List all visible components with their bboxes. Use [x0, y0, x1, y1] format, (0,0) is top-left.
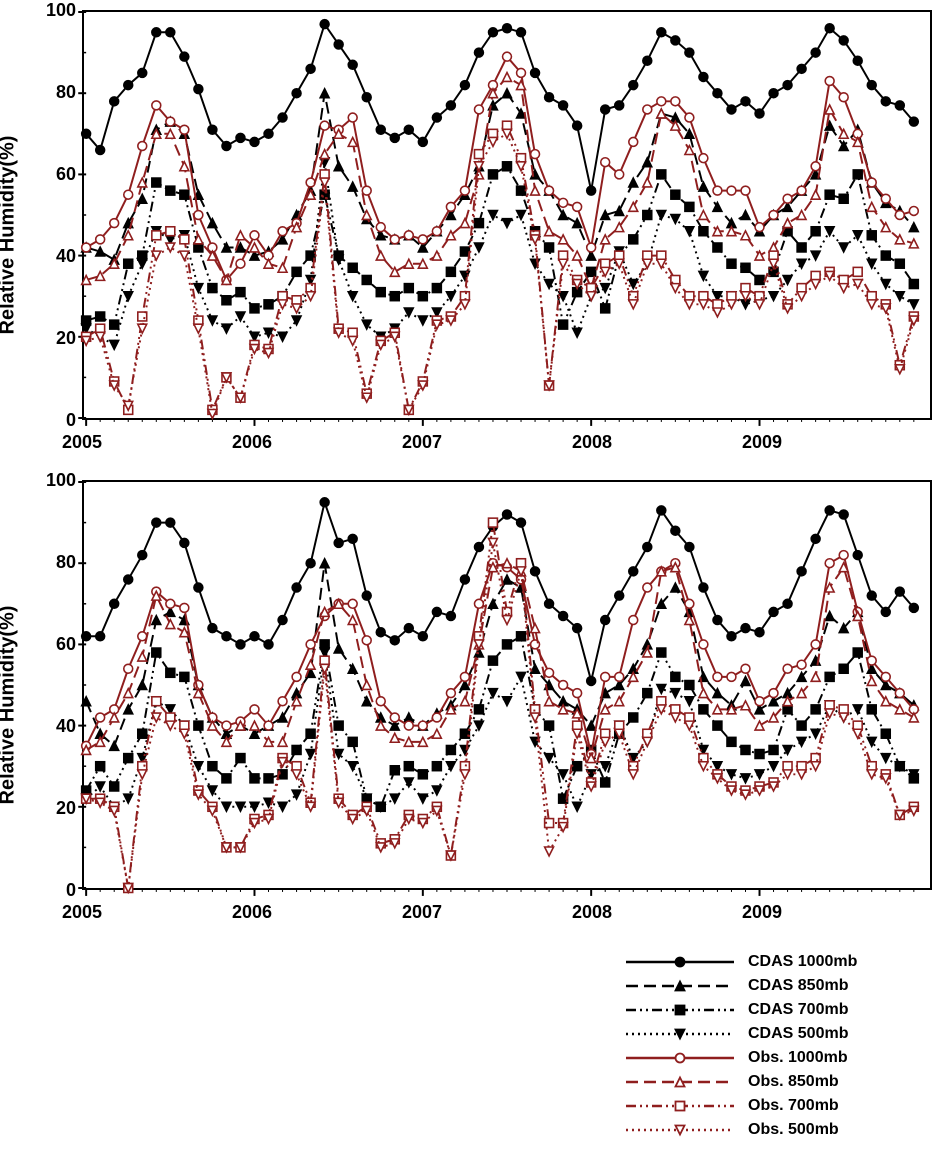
y-tick-label: 0 — [36, 410, 76, 431]
plot-svg-top — [84, 12, 930, 418]
y-axis-label: Relative Humidity(%) — [0, 136, 20, 335]
legend-row-obs1000: Obs. 1000mb — [620, 1046, 940, 1070]
legend-swatch-icon — [620, 1046, 740, 1070]
x-tick-label: 2008 — [572, 902, 612, 923]
y-tick-label: 20 — [36, 798, 76, 819]
panel-top: Relative Humidity(%) 0 20 40 60 80 100 2005 200… — [0, 0, 950, 470]
legend-row-cdas700: CDAS 700mb — [620, 998, 940, 1022]
x-tick-label: 2008 — [572, 432, 612, 453]
series-obs700 — [82, 121, 919, 414]
legend-swatch-icon — [620, 1022, 740, 1046]
y-tick-label: 80 — [36, 552, 76, 573]
legend-label: CDAS 700mb — [748, 1001, 848, 1019]
y-tick-label: 100 — [36, 0, 76, 21]
legend-label: CDAS 500mb — [748, 1025, 848, 1043]
y-tick-label: 100 — [36, 470, 76, 491]
legend-row-cdas850: CDAS 850mb — [620, 974, 940, 998]
humidity-chart-wrap: Relative Humidity(%) 0204060801002005200… — [0, 0, 950, 1142]
legend-row-cdas500: CDAS 500mb — [620, 1022, 940, 1046]
y-tick-label: 60 — [36, 164, 76, 185]
legend-row-cdas1000: CDAS 1000mb — [620, 950, 940, 974]
x-tick-label: 2009 — [742, 432, 782, 453]
y-tick-label: 20 — [36, 328, 76, 349]
x-tick-label: 2007 — [402, 432, 442, 453]
series-cdas850 — [82, 559, 919, 751]
x-tick-label: 2005 — [62, 902, 102, 923]
y-tick-label: 80 — [36, 82, 76, 103]
plot-area-bottom — [82, 480, 932, 890]
legend-label: Obs. 500mb — [748, 1121, 839, 1139]
series-cdas500 — [82, 648, 919, 811]
legend-swatch-icon — [620, 998, 740, 1022]
legend-label: Obs. 1000mb — [748, 1049, 848, 1067]
legend-row-obs700: Obs. 700mb — [620, 1094, 940, 1118]
legend-swatch-icon — [620, 1118, 740, 1142]
legend-label: CDAS 1000mb — [748, 953, 857, 971]
panel-bottom: Relative Humidity(%) 0 20 40 60 80 100 2005 200… — [0, 470, 950, 940]
legend: CDAS 1000mb CDAS 850mb CDAS 700mb CDAS 5… — [620, 950, 940, 1142]
y-tick-label: 60 — [36, 634, 76, 655]
plot-area-top — [82, 10, 932, 420]
legend-row-obs850: Obs. 850mb — [620, 1070, 940, 1094]
x-tick-label: 2009 — [742, 902, 782, 923]
x-tick-label: 2006 — [232, 902, 272, 923]
series-cdas1000 — [82, 20, 919, 195]
series-obs1000 — [82, 551, 919, 759]
plot-svg-bottom — [84, 482, 930, 888]
legend-swatch-icon — [620, 1094, 740, 1118]
y-axis-label: Relative Humidity(%) — [0, 606, 20, 805]
x-tick-label: 2005 — [62, 432, 102, 453]
legend-swatch-icon — [620, 1070, 740, 1094]
legend-label: Obs. 850mb — [748, 1073, 839, 1091]
x-tick-label: 2007 — [402, 902, 442, 923]
legend-swatch-icon — [620, 974, 740, 998]
y-tick-label: 40 — [36, 246, 76, 267]
legend-row-obs500: Obs. 500mb — [620, 1118, 940, 1142]
y-tick-label: 0 — [36, 880, 76, 901]
legend-label: CDAS 850mb — [748, 977, 848, 995]
legend-swatch-icon — [620, 950, 740, 974]
series-cdas500 — [82, 158, 919, 350]
y-tick-label: 40 — [36, 716, 76, 737]
series-obs850 — [82, 73, 919, 293]
x-tick-label: 2006 — [232, 432, 272, 453]
legend-label: Obs. 700mb — [748, 1097, 839, 1115]
series-cdas700 — [82, 632, 919, 811]
